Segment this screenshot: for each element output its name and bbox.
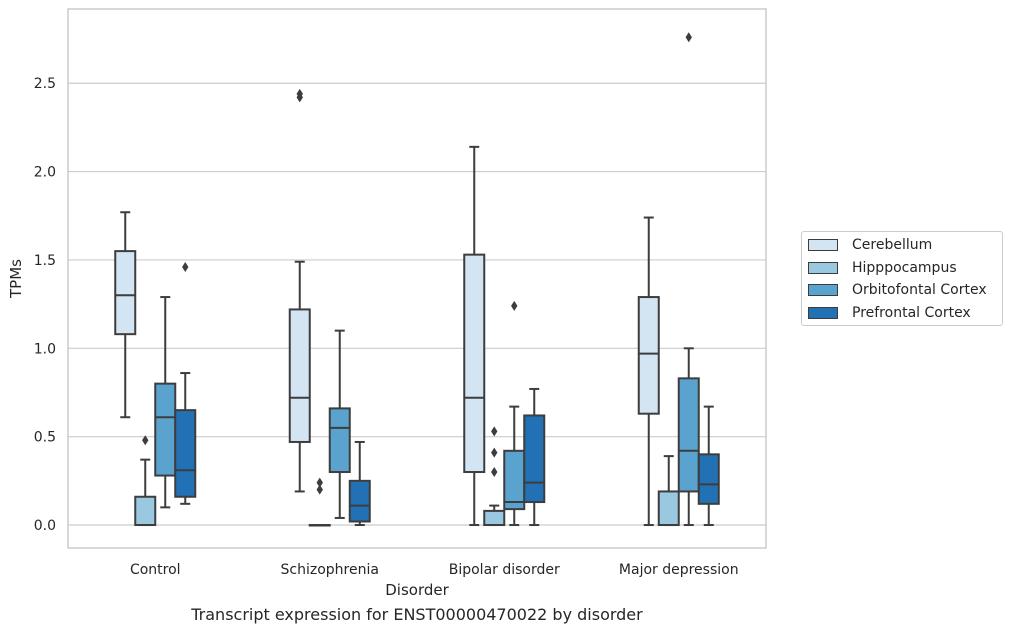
box-2-0 (154, 296, 177, 509)
box-groups (114, 32, 720, 527)
box (483, 509, 506, 527)
box (328, 407, 351, 474)
y-tick-label: 1.5 (34, 253, 56, 269)
box-0-2 (463, 145, 486, 527)
box-0-0 (114, 211, 137, 419)
y-tick-label: 2.0 (34, 165, 56, 181)
outlier-point (491, 447, 498, 458)
outlier-point (511, 300, 518, 311)
outlier-point (296, 88, 303, 99)
y-tick-label: 1.0 (34, 341, 56, 357)
box-1-2 (483, 426, 506, 527)
box-3-0 (174, 262, 197, 505)
chart-caption: Transcript expression for ENST0000047002… (191, 605, 643, 624)
box-2-1 (328, 329, 351, 519)
legend-swatch (808, 239, 838, 251)
box (348, 479, 371, 523)
x-tick-label: Major depression (619, 562, 739, 578)
y-tick-label: 2.5 (34, 76, 56, 92)
box (114, 250, 137, 336)
outlier-point (491, 426, 498, 437)
y-tick-label: 0.5 (34, 430, 56, 446)
outlier-point (182, 262, 189, 273)
y-tick-labels: 0.0 0.5 1.0 1.5 2.0 2.5 (34, 76, 56, 534)
y-axis-label: TPMs (7, 259, 25, 299)
box (503, 449, 526, 511)
legend-label: Cerebellum (852, 237, 933, 253)
legend-label: Orbitofontal Cortex (852, 282, 987, 298)
box (697, 453, 720, 505)
box-3-3 (697, 405, 720, 527)
legend: Cerebellum Hipppocampus Orbitofontal Corte… (801, 231, 1003, 326)
box (134, 495, 157, 527)
box (523, 414, 546, 504)
box-1-0 (134, 435, 157, 527)
x-axis-label: Disorder (385, 581, 449, 599)
x-tick-label: Schizophrenia (281, 562, 379, 578)
outlier-point (316, 484, 323, 495)
box (154, 382, 177, 477)
legend-label: Prefrontal Cortex (852, 304, 971, 321)
box-0-3 (637, 216, 660, 527)
legend-item: Orbitofontal Cortex (808, 280, 987, 300)
x-tick-labels: Control Schizophrenia Bipolar disorder Majo… (130, 562, 739, 578)
box (657, 490, 680, 527)
box-3-2 (523, 387, 546, 527)
legend-item: Cerebellum (808, 235, 932, 255)
box (677, 377, 700, 493)
box-2-2 (503, 300, 526, 527)
legend-swatch (808, 306, 838, 319)
outlier-point (142, 435, 149, 446)
x-tick-label: Control (130, 562, 181, 578)
legend-item: Prefrontal Cortex (808, 303, 971, 323)
box-1-1 (308, 477, 331, 527)
legend-swatch (808, 284, 838, 296)
box-3-1 (348, 440, 371, 527)
legend-swatch (808, 261, 838, 274)
legend-item: Hipppocampus (808, 258, 957, 278)
box (637, 296, 660, 415)
x-tick-label: Bipolar disorder (449, 562, 560, 578)
box-1-3 (657, 455, 680, 527)
y-tick-label: 0.0 (34, 518, 56, 534)
outlier-point (685, 32, 692, 43)
box-0-1 (288, 88, 311, 493)
legend-label: Hipppocampus (852, 259, 957, 276)
plot-frame (67, 8, 767, 549)
outlier-point (316, 477, 323, 488)
box (463, 253, 486, 474)
box (288, 308, 311, 443)
box (174, 409, 197, 498)
outlier-point (491, 467, 498, 478)
box-2-3 (677, 32, 700, 527)
